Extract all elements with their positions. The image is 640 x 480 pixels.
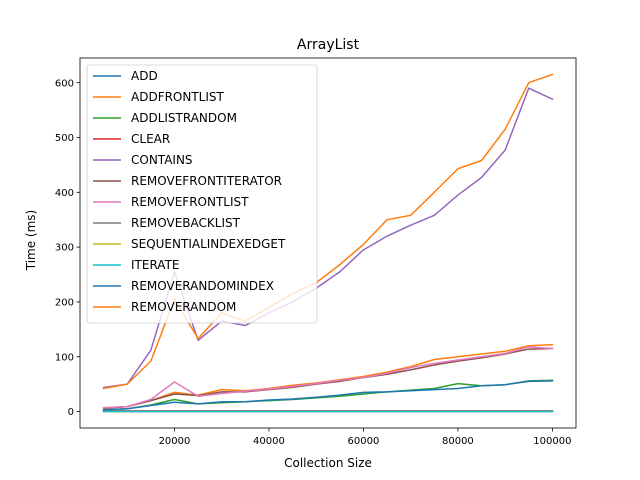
series-line-2 (102, 379, 554, 411)
legend-label: ITERATE (131, 258, 180, 272)
y-tick-label: 600 (55, 78, 74, 89)
legend-label: CLEAR (131, 132, 170, 146)
chart-title: ArrayList (297, 37, 360, 53)
x-tick-label: 100000 (533, 436, 571, 447)
legend-label: ADDLISTRANDOM (131, 111, 237, 125)
y-tick-label: 300 (55, 243, 74, 254)
x-axis-label: Collection Size (284, 456, 372, 470)
y-tick-label: 0 (68, 407, 74, 418)
legend-label: REMOVEFRONTLIST (131, 195, 249, 209)
x-tick-label: 20000 (159, 436, 191, 447)
legend-label: REMOVEFRONTITERATOR (131, 174, 282, 188)
x-tick-label: 80000 (442, 436, 474, 447)
legend-label: REMOVEBACKLIST (131, 216, 241, 230)
y-tick-label: 400 (55, 188, 74, 199)
legend-label: ADD (131, 69, 158, 83)
x-tick-label: 40000 (253, 436, 285, 447)
legend-label: CONTAINS (131, 153, 193, 167)
legend-label: ADDFRONTLIST (131, 90, 225, 104)
legend: ADD ADDFRONTLIST ADDLISTRANDOM CLEAR CONTAIN… (86, 64, 318, 324)
y-tick-label: 200 (55, 298, 74, 309)
legend-label: REMOVERANDOM (131, 300, 236, 314)
x-tick-label: 60000 (348, 436, 380, 447)
series-line-5 (102, 347, 554, 410)
plot-frame (79, 57, 577, 429)
legend-label: REMOVERANDOMINDEX (131, 279, 274, 293)
series-line-6 (102, 346, 554, 409)
series-line-10 (102, 380, 554, 411)
y-axis-label: Time (ms) (24, 210, 38, 272)
axes-layer: 20000 40000 60000 80000 100000 0 100 200 300 400 5… (55, 57, 577, 447)
legend-label: SEQUENTIALINDEXEDGET (131, 237, 286, 251)
y-tick-label: 500 (55, 133, 74, 144)
y-tick-label: 100 (55, 352, 74, 363)
legend-box (86, 64, 318, 324)
series-line-1 (102, 343, 554, 409)
